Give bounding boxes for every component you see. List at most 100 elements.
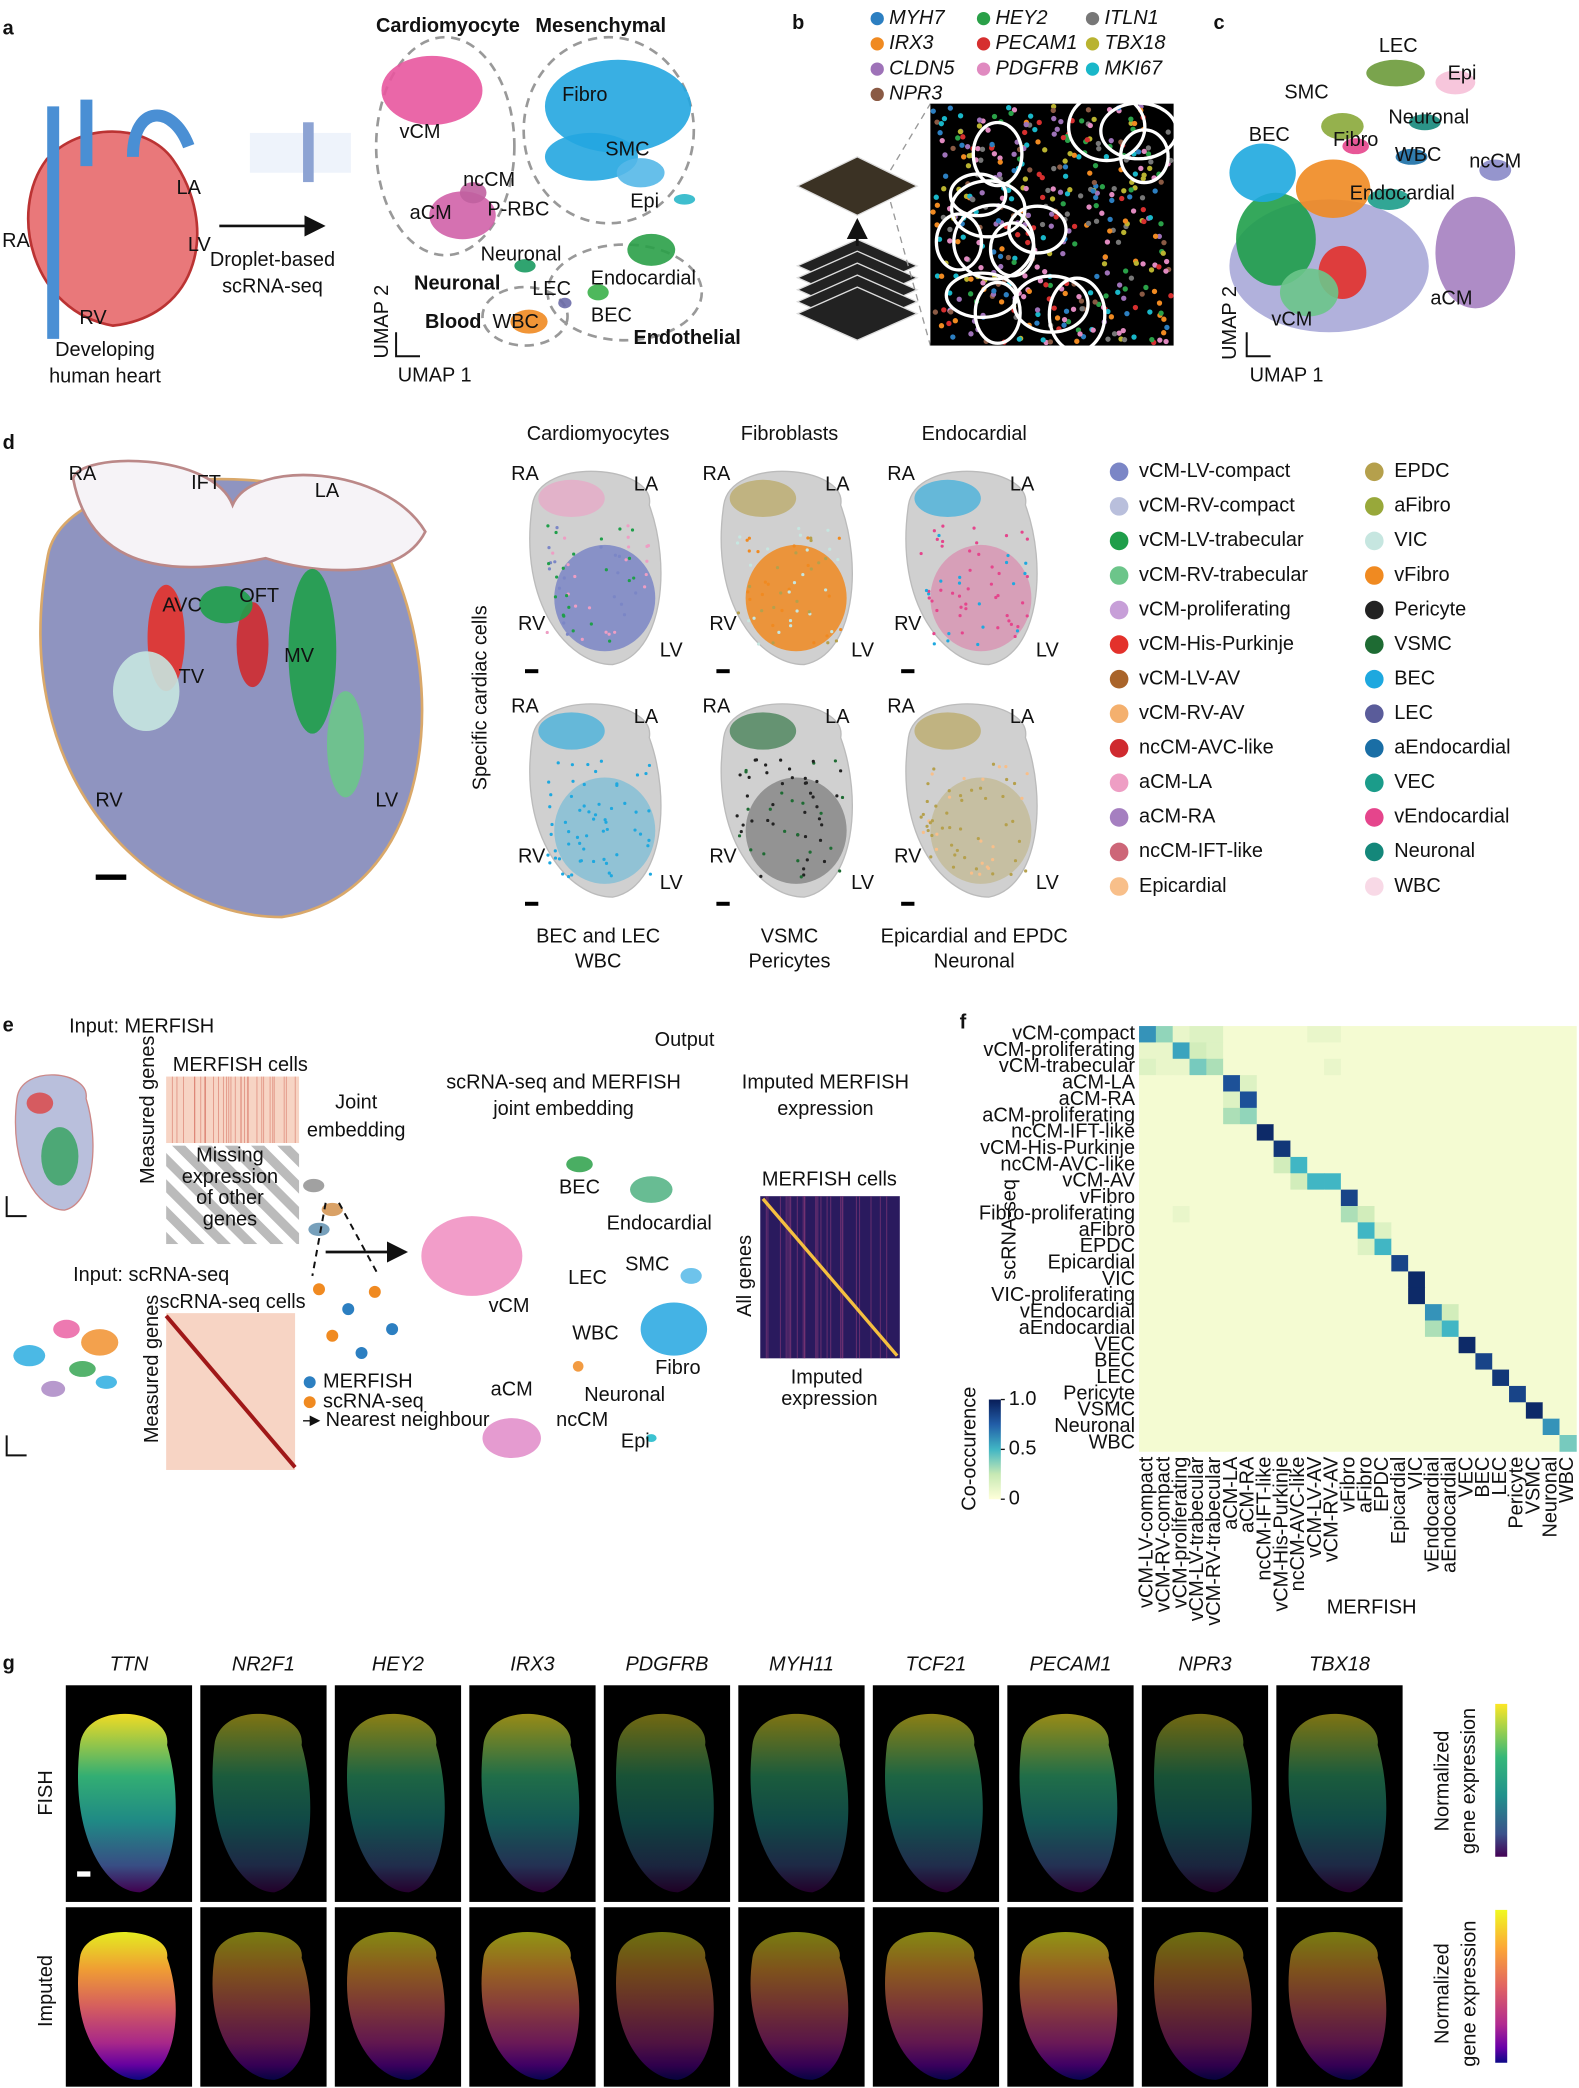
heatmap-cell [1223,1238,1241,1256]
cell-dot [647,838,651,842]
mini-section [529,703,662,898]
heatmap-cell [1475,1205,1493,1223]
cell-dot [1072,241,1078,247]
cell-dot [979,190,985,196]
heatmap-cell [1492,1336,1510,1354]
cell-dot [1034,264,1040,270]
heatmap-cell [1290,1402,1308,1420]
heatmap-cell [1441,1255,1459,1272]
heatmap-cell [1559,1287,1577,1305]
cell-dot [1011,167,1017,174]
heatmap-cell [1374,1026,1392,1043]
heatmap-cell [1542,1336,1560,1354]
mini-region [41,1127,79,1186]
heatmap-cell [1424,1385,1443,1403]
heatmap-cell [1458,1353,1476,1370]
embedding-point [386,1323,399,1336]
heatmap-cell [1239,1304,1258,1321]
cell-dot [601,829,605,833]
mini-region [930,544,1032,652]
cell-dot [980,280,986,286]
cell-dot [1121,295,1127,301]
heatmap-cell [1206,1075,1224,1092]
cell-outline [952,203,1036,281]
section-region [199,586,253,624]
cell-dot [1084,137,1090,143]
cell-dot [627,578,631,583]
heatmap-cell [1441,1058,1459,1076]
expression-section [616,1932,714,2080]
y-tick-label: vCM-His-Purkinje [980,1137,1135,1159]
cell-dot [634,591,638,595]
heatmap-cell [1340,1107,1359,1125]
heatmap-cell [1525,1026,1544,1043]
cell-dot [803,810,807,814]
colorbar [1495,1703,1508,1857]
heatmap-cell [1256,1271,1274,1289]
cell-dot [991,872,995,876]
cell-dot [547,546,551,550]
cell-dot [1121,188,1127,194]
cell-dot [976,836,980,841]
cell-dot [1092,163,1099,169]
heatmap-cell [1239,1156,1258,1174]
embedding-blob [566,1156,593,1173]
heatmap-cell [1492,1156,1510,1174]
cell-dot [749,848,753,852]
heatmap-cell [1189,1107,1207,1125]
expression-section [481,1932,580,2080]
cell-dot [760,592,764,597]
mini-blob [321,1202,343,1217]
heatmap-cell [1492,1107,1510,1125]
step-label: embedding [307,1119,406,1141]
heatmap-cell [1374,1238,1392,1256]
colorbar [1495,1909,1508,2063]
heatmap-cell [1492,1075,1510,1092]
cell-dot [929,855,933,859]
cell-dot [950,145,956,152]
heatmap-cell [1139,1140,1157,1158]
gene-label: MYH11 [769,1654,834,1676]
cell-dot [750,819,754,823]
cell-dot [593,813,598,817]
cell-dot [566,563,570,567]
heatmap-cell [1357,1336,1375,1354]
heatmap-cell [1391,1075,1409,1092]
cell-dot [934,847,939,851]
y-tick-label: Pericyte [1063,1382,1135,1404]
legend-label: vCM-RV-trabecular [1139,564,1308,586]
heatmap-cell [1525,1140,1544,1158]
heatmap-cell [1340,1369,1359,1387]
cell-dot [955,239,961,245]
caption: Epicardial and EPDC [881,925,1068,947]
heatmap-cell [1475,1287,1493,1305]
cell-dot [1064,211,1070,217]
heatmap-cell [1408,1320,1426,1338]
heatmap-cell [1324,1418,1342,1436]
heatmap-cell [1206,1222,1224,1240]
cell-dot [737,834,742,838]
cell-dot [1039,221,1046,228]
heatmap-cell [1206,1353,1224,1370]
heatmap-cell [1189,1320,1207,1338]
heatmap-cell [1391,1222,1409,1240]
matrix-diagonal [164,1314,297,1469]
cell-dot [801,801,805,805]
cell-dot [927,596,931,600]
heatmap-cell [1525,1435,1544,1452]
legend-marker [870,62,884,76]
cell-dot [561,566,565,570]
heatmap-cell [1223,1304,1241,1321]
heatmap-cell [1559,1107,1577,1125]
cell-dot [958,614,962,618]
x-tick-label: vCM-RV-AV [1321,1456,1343,1562]
cell-dot [935,832,939,836]
cell-dot [959,142,965,148]
heatmap-cell [1189,1238,1207,1256]
heatmap-cell [1223,1287,1241,1305]
heatmap-cell [1475,1271,1493,1289]
heatmap-cell [1172,1156,1190,1174]
heatmap-cell [1307,1205,1325,1223]
cell-dot [1149,337,1155,343]
chamber-label: LA [825,706,850,728]
